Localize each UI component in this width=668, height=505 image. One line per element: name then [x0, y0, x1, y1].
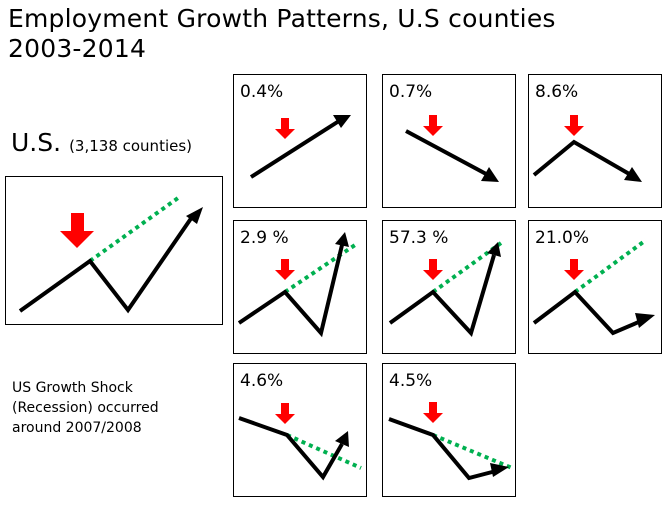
- note-line: (Recession) occurred: [12, 400, 159, 416]
- pattern-panel: 4.6%: [233, 363, 367, 497]
- growth-line: [388, 254, 496, 337]
- trend-line: [283, 243, 357, 294]
- trend-line: [286, 433, 362, 470]
- pattern-panel: 57.3 %: [382, 220, 516, 354]
- pattern-panel: 0.4%: [233, 74, 367, 208]
- shock-arrow-icon: [275, 118, 295, 139]
- shock-arrow-icon: [275, 259, 295, 280]
- arrowhead-icon: [333, 115, 351, 128]
- shock-arrow-icon: [60, 213, 94, 248]
- us-county-count: (3,138 counties): [69, 137, 193, 155]
- trend-line: [88, 196, 180, 263]
- pattern-diagram: [405, 115, 499, 182]
- arrowhead-icon: [335, 431, 349, 447]
- shock-arrow-icon: [423, 402, 443, 423]
- arrowhead-icon: [635, 313, 655, 328]
- growth-line: [388, 417, 497, 481]
- trend-line: [431, 241, 503, 294]
- arrowhead-icon: [487, 242, 501, 257]
- pattern-percent: 4.5%: [389, 371, 433, 391]
- pattern-diagram: [532, 115, 642, 182]
- pattern-panel: 2.9 %: [233, 220, 367, 354]
- pattern-panel: 8.6%: [528, 74, 662, 208]
- shock-arrow-icon: [564, 259, 584, 280]
- pattern-percent: 0.4%: [240, 82, 284, 102]
- us-label: U.S. (3,138 counties): [11, 128, 192, 157]
- pattern-percent: 21.0%: [535, 228, 590, 248]
- pattern-percent: 2.9 %: [240, 228, 289, 248]
- us-pattern-panel: [5, 176, 223, 325]
- us-label-text: U.S.: [11, 128, 62, 157]
- arrowhead-icon: [624, 167, 642, 182]
- note-line: US Growth Shock: [12, 380, 133, 396]
- pattern-panel: 0.7%: [382, 74, 516, 208]
- pattern-panel: 4.5%: [382, 363, 516, 497]
- pattern-diagram: [388, 402, 513, 481]
- note-line: around 2007/2008: [12, 420, 142, 436]
- pattern-percent: 57.3 %: [389, 228, 449, 248]
- arrowhead-icon: [490, 463, 509, 477]
- growth-line: [532, 139, 633, 177]
- pattern-diagram: [237, 232, 357, 338]
- page-subtitle-years: 2003-2014: [8, 34, 147, 63]
- growth-line: [532, 289, 642, 336]
- growth-line: [237, 244, 344, 338]
- trend-line: [573, 238, 648, 294]
- growth-line: [249, 119, 341, 179]
- pattern-percent: 0.7%: [389, 82, 433, 102]
- shock-arrow-icon: [275, 403, 295, 424]
- pattern-diagram: [388, 241, 503, 337]
- recession-note: US Growth Shock (Recession) occurred aro…: [12, 378, 202, 438]
- us-pattern-diagram: [18, 196, 203, 314]
- page-title: Employment Growth Patterns, U.S counties: [8, 4, 556, 33]
- arrowhead-icon: [186, 207, 203, 224]
- arrowhead-icon: [481, 167, 499, 182]
- pattern-diagram: [249, 115, 351, 179]
- trend-line: [432, 433, 513, 470]
- shock-arrow-icon: [423, 115, 443, 136]
- shock-arrow-icon: [423, 259, 443, 280]
- growth-line: [405, 129, 489, 177]
- pattern-percent: 8.6%: [535, 82, 579, 102]
- growth-line: [18, 215, 194, 314]
- pattern-diagram: [238, 403, 362, 481]
- arrowhead-icon: [335, 232, 349, 247]
- pattern-diagram: [532, 238, 655, 336]
- pattern-percent: 4.6%: [240, 371, 284, 391]
- pattern-panel: 21.0%: [528, 220, 662, 354]
- shock-arrow-icon: [564, 115, 584, 136]
- growth-line: [238, 416, 344, 481]
